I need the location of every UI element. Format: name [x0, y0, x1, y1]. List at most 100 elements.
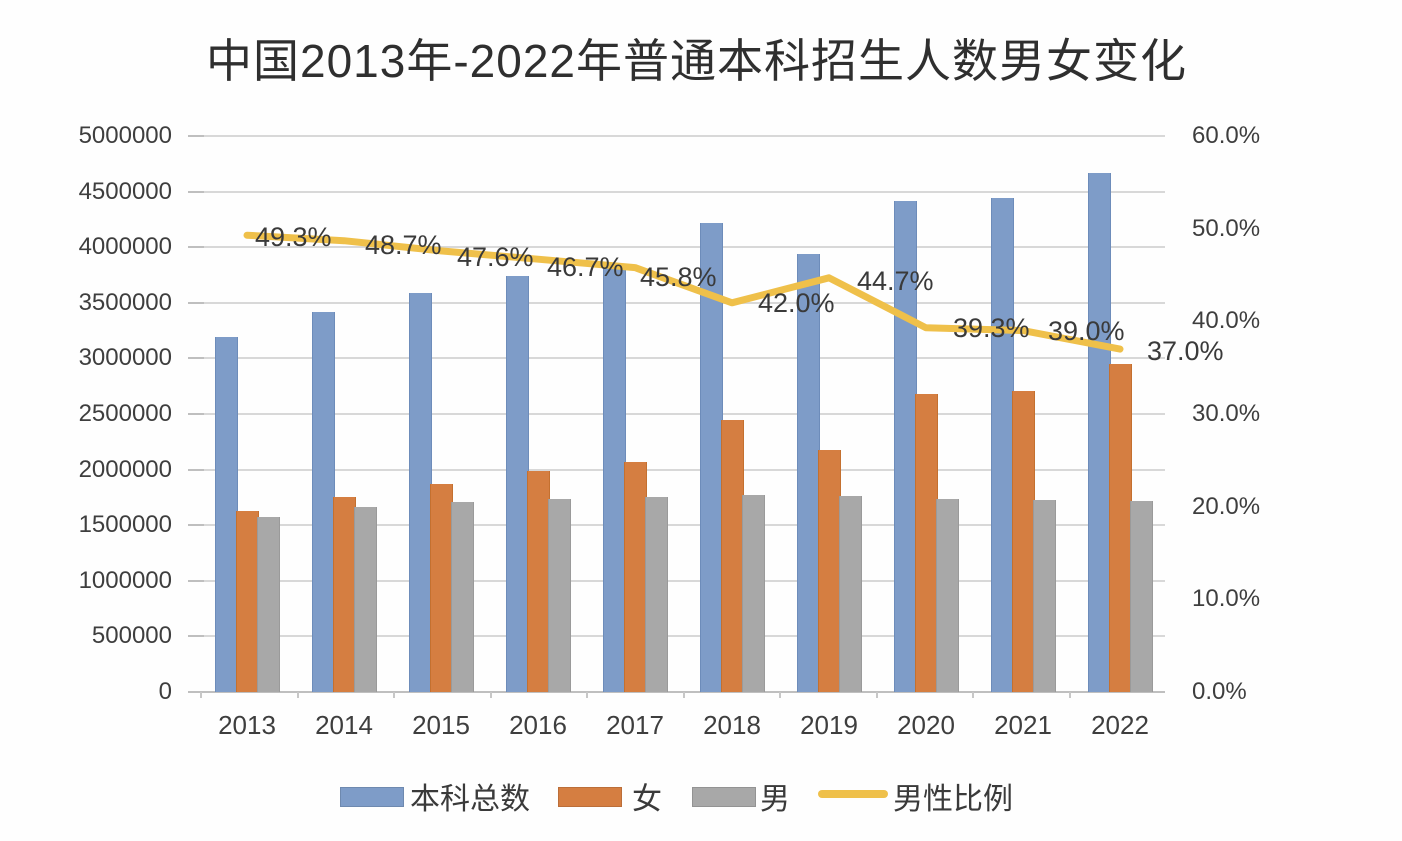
bar-male-2021 — [1033, 499, 1056, 692]
ratio-point-label-2017: 45.8% — [640, 261, 717, 292]
right-axis-label: 20.0% — [1192, 492, 1261, 520]
bar-male-2013 — [257, 517, 280, 692]
bar-female-2022 — [1109, 363, 1132, 692]
x-axis-label-2019: 2019 — [800, 710, 858, 740]
y-axis-tick — [188, 301, 204, 304]
x-axis-tick — [200, 692, 202, 698]
gridline — [200, 413, 1165, 415]
left-axis-label: 500000 — [91, 622, 172, 650]
bar-male-2022 — [1130, 500, 1153, 692]
left-axis-label: 1000000 — [78, 566, 172, 594]
right-axis-label: 60.0% — [1192, 122, 1261, 149]
bar-total-2016 — [506, 276, 529, 692]
x-axis-label-2017: 2017 — [606, 710, 664, 740]
y-axis-tick — [188, 190, 204, 193]
x-axis-label-2021: 2021 — [994, 710, 1052, 740]
ratio-point-label-2016: 46.7% — [547, 252, 624, 283]
y-axis-tick — [188, 468, 204, 471]
bar-female-2016 — [527, 470, 550, 692]
legend-swatch-2 — [558, 787, 622, 807]
gridline — [200, 468, 1165, 471]
x-axis-tick — [296, 692, 299, 698]
y-axis-tick — [188, 246, 204, 249]
x-axis-label-2013: 2013 — [218, 710, 276, 740]
bar-female-2021 — [1012, 390, 1035, 692]
bar-total-2014 — [312, 311, 335, 692]
ratio-point-label-2018: 42.0% — [758, 287, 835, 318]
plot-area — [188, 135, 1165, 698]
legend-line-marker — [818, 790, 888, 798]
x-axis-label-2018: 2018 — [703, 710, 761, 740]
ratio-point-label-2019: 44.7% — [857, 265, 934, 296]
bar-total-2015 — [409, 292, 432, 692]
gridline — [200, 524, 1165, 527]
gridline — [200, 246, 1165, 249]
right-axis-label: 10.0% — [1192, 585, 1261, 613]
x-axis-tick — [393, 692, 395, 698]
bar-male-2018 — [742, 495, 765, 692]
bar-male-2014 — [354, 507, 377, 692]
x-axis-label-2014: 2014 — [315, 710, 373, 740]
bar-male-2020 — [936, 498, 959, 692]
y-axis-tick — [188, 413, 204, 415]
y-axis-tick — [188, 579, 204, 582]
x-axis-label-2016: 2016 — [509, 710, 567, 740]
left-axis-label: 3500000 — [78, 288, 172, 316]
bar-male-2017 — [645, 497, 668, 692]
y-axis-tick — [188, 357, 204, 360]
ratio-point-label-2020: 39.3% — [953, 312, 1030, 343]
legend-label-1: 本科总数 — [410, 783, 530, 816]
bar-female-2020 — [915, 393, 938, 692]
x-axis-label-2015: 2015 — [412, 710, 470, 740]
left-axis-label: 4000000 — [78, 233, 172, 261]
y-axis-tick — [188, 691, 204, 693]
gridline — [200, 635, 1165, 638]
gridline — [200, 135, 1165, 137]
y-axis-tick — [188, 524, 204, 527]
gridline — [200, 579, 1165, 582]
bar-male-2015 — [451, 501, 474, 692]
bar-female-2017 — [624, 461, 647, 692]
right-axis-label: 50.0% — [1192, 214, 1261, 242]
right-axis-label: 0.0% — [1192, 678, 1247, 705]
ratio-point-label-2015: 47.6% — [457, 241, 534, 272]
y-axis-tick — [188, 635, 204, 638]
y-axis-tick — [188, 135, 204, 137]
x-axis-tick — [489, 692, 492, 698]
bar-female-2018 — [721, 419, 744, 692]
bar-female-2013 — [236, 510, 259, 692]
legend-label-3: 男 — [760, 783, 790, 816]
left-axis-label: 4500000 — [78, 177, 172, 205]
legend-label-2: 女 — [632, 783, 662, 816]
bar-total-2017 — [603, 267, 626, 692]
legend-swatch-1 — [340, 787, 404, 807]
right-axis-label: 40.0% — [1192, 307, 1261, 335]
bar-male-2016 — [548, 498, 571, 692]
bar-female-2015 — [430, 484, 453, 692]
left-axis-label: 3000000 — [78, 344, 172, 372]
left-axis-label: 1500000 — [78, 511, 172, 539]
bar-total-2013 — [215, 337, 238, 692]
x-axis-label-2022: 2022 — [1091, 710, 1149, 740]
gridline — [200, 190, 1165, 193]
left-axis-label: 5000000 — [78, 122, 172, 149]
bar-male-2019 — [839, 496, 862, 692]
ratio-point-label-2021: 39.0% — [1048, 315, 1125, 346]
legend-label-4: 男性比例 — [893, 783, 1013, 816]
legend-swatch-3 — [692, 787, 756, 807]
x-axis-tick — [972, 692, 974, 698]
x-axis-tick — [682, 692, 685, 698]
left-axis-label: 2000000 — [78, 455, 172, 483]
left-axis-label: 2500000 — [78, 400, 172, 427]
left-axis-label: 0 — [158, 678, 172, 705]
gridline — [200, 357, 1165, 360]
bar-total-2022 — [1088, 172, 1111, 692]
x-axis-label-2020: 2020 — [897, 710, 955, 740]
gridline — [200, 301, 1165, 304]
bar-female-2019 — [818, 449, 841, 692]
right-axis-label: 30.0% — [1192, 400, 1261, 427]
bar-total-2021 — [991, 198, 1014, 692]
chart-title: 中国2013年-2022年普通本科招生人数男女变化 — [206, 35, 1187, 87]
ratio-point-label-2014: 48.7% — [365, 229, 442, 260]
